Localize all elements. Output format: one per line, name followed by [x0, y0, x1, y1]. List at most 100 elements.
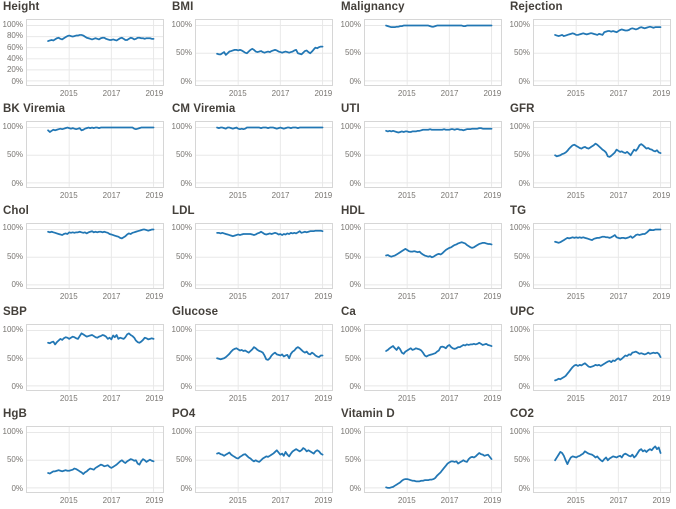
chart-plot[interactable] — [533, 426, 671, 493]
x-axis-tick-label: 2019 — [652, 292, 671, 302]
y-axis-tick-label: 0% — [11, 280, 23, 290]
chart-plot[interactable] — [533, 19, 671, 86]
chart-plot[interactable] — [26, 222, 164, 290]
chart-plot[interactable] — [533, 324, 671, 392]
chart-plot[interactable] — [364, 120, 502, 188]
x-axis-tick-label: 2017 — [102, 495, 121, 505]
y-axis-tick-label: 100% — [2, 325, 23, 335]
chart-title: TG — [510, 204, 527, 217]
x-axis-tick-label: 2017 — [271, 292, 290, 302]
y-axis-tick-label: 100% — [340, 426, 361, 436]
line-chart-svg — [534, 223, 670, 289]
y-axis-tick-label: 0% — [349, 280, 361, 290]
y-axis-tick-label: 50% — [344, 150, 361, 160]
y-axis-tick-label: 80% — [6, 31, 23, 41]
chart-plot[interactable] — [195, 120, 333, 188]
chart-panel-vitamin-d: Vitamin D 0% 50% 100% 2015 2017 2019 — [338, 407, 507, 509]
x-axis-tick-label: 2017 — [440, 394, 459, 404]
chart-panel-uti: UTI 0% 50% 100% 2015 2017 2019 — [338, 101, 507, 204]
line-chart-svg — [365, 223, 501, 289]
y-axis-tick-label: 50% — [344, 251, 361, 261]
y-axis-tick-label: 0% — [180, 76, 192, 86]
x-axis-tick-label: 2015 — [397, 292, 416, 302]
chart-plot[interactable] — [26, 426, 164, 493]
chart-plot[interactable] — [364, 19, 502, 86]
chart-title: BK Viremia — [3, 102, 66, 115]
chart-panel-bmi: BMI 0% 50% 100% 2015 2017 2019 — [169, 0, 338, 102]
y-axis-tick-label: 100% — [340, 121, 361, 131]
chart-panel-height: Height 0% 20% 40% 60% 80% 100% 2015 2017 2019 — [0, 0, 169, 102]
chart-title: HgB — [3, 408, 27, 421]
chart-plot[interactable] — [364, 426, 502, 493]
data-series-line — [554, 228, 662, 244]
y-axis-tick-label: 50% — [344, 455, 361, 465]
y-axis-tick-label: 0% — [11, 178, 23, 188]
line-chart-svg — [196, 121, 332, 187]
y-axis-tick-label: 50% — [513, 48, 530, 58]
x-axis-tick-label: 2015 — [228, 394, 247, 404]
chart-title: Height — [3, 1, 40, 13]
x-axis-tick-label: 2017 — [440, 292, 459, 302]
x-axis-tick-label: 2015 — [566, 292, 585, 302]
chart-title: Chol — [3, 204, 29, 217]
y-axis-tick-label: 100% — [509, 121, 530, 131]
y-axis-tick-label: 0% — [349, 76, 361, 86]
x-axis-tick-label: 2015 — [397, 190, 416, 200]
y-axis-tick-label: 50% — [175, 455, 192, 465]
chart-plot[interactable] — [195, 426, 333, 493]
x-axis-tick-label: 2015 — [228, 88, 247, 98]
chart-plot[interactable] — [364, 222, 502, 290]
y-axis-tick-label: 0% — [11, 483, 23, 493]
chart-plot[interactable] — [195, 222, 333, 290]
x-axis-tick-label: 2017 — [609, 190, 628, 200]
data-series-line — [47, 34, 155, 42]
chart-title: CM Viremia — [172, 102, 236, 115]
data-series-line — [385, 452, 493, 489]
chart-plot[interactable] — [26, 324, 164, 392]
chart-title: BMI — [172, 1, 194, 13]
data-series-line — [216, 126, 324, 130]
chart-plot[interactable] — [195, 324, 333, 392]
y-axis-tick-label: 50% — [175, 48, 192, 58]
line-chart-svg — [27, 20, 163, 85]
y-axis-tick-label: 0% — [518, 382, 530, 392]
data-series-line — [554, 351, 662, 382]
x-axis-tick-label: 2015 — [566, 394, 585, 404]
x-axis-tick-label: 2015 — [566, 88, 585, 98]
line-chart-svg — [534, 20, 670, 85]
x-axis-tick-label: 2017 — [609, 495, 628, 505]
x-axis-tick-label: 2015 — [397, 88, 416, 98]
y-axis-tick-label: 0% — [180, 178, 192, 188]
chart-plot[interactable] — [26, 19, 164, 86]
y-axis-tick-label: 0% — [518, 280, 530, 290]
chart-plot[interactable] — [26, 120, 164, 188]
y-axis-tick-label: 20% — [6, 65, 23, 75]
line-chart-svg — [196, 20, 332, 85]
chart-panel-ldl: LDL 0% 50% 100% 2015 2017 2019 — [169, 203, 338, 306]
chart-title: PO4 — [172, 408, 196, 421]
y-axis-tick-label: 100% — [2, 426, 23, 436]
y-axis-tick-label: 40% — [6, 53, 23, 63]
chart-plot[interactable] — [533, 222, 671, 290]
y-axis-tick-label: 50% — [513, 251, 530, 261]
x-axis-tick-label: 2019 — [314, 292, 333, 302]
chart-plot[interactable] — [533, 120, 671, 188]
y-axis-tick-label: 50% — [6, 455, 23, 465]
chart-plot[interactable] — [195, 19, 333, 86]
data-series-line — [385, 342, 493, 358]
x-axis-tick-label: 2019 — [314, 495, 333, 505]
y-axis-tick-label: 0% — [349, 483, 361, 493]
y-axis-tick-label: 100% — [171, 223, 192, 233]
x-axis-tick-label: 2015 — [228, 495, 247, 505]
chart-plot[interactable] — [364, 324, 502, 392]
x-axis-tick-label: 2017 — [440, 495, 459, 505]
y-axis-tick-label: 0% — [11, 76, 23, 86]
x-axis-tick-label: 2015 — [59, 495, 78, 505]
line-chart-svg — [534, 121, 670, 187]
chart-panel-co2: CO2 0% 50% 100% 2015 2017 2019 — [507, 407, 676, 509]
data-series-line — [47, 458, 155, 476]
y-axis-tick-label: 50% — [175, 353, 192, 363]
data-series-line — [385, 240, 493, 258]
chart-panel-po4: PO4 0% 50% 100% 2015 2017 2019 — [169, 407, 338, 509]
